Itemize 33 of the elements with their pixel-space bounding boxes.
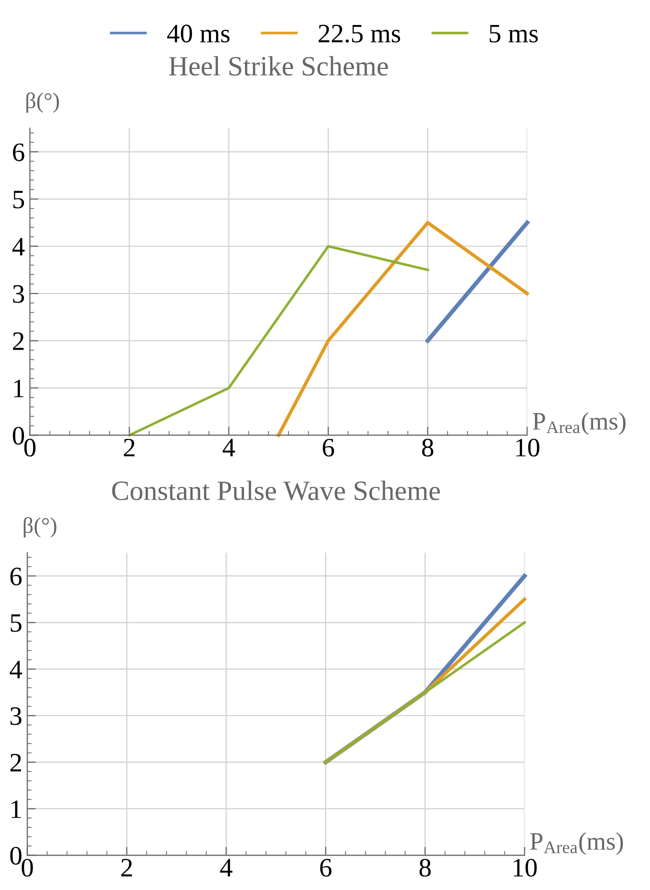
x-tick-label: 10: [516, 438, 540, 457]
y-axis-title: β(°): [26, 92, 59, 113]
x-tick-label: 2: [121, 858, 132, 876]
x-axis-title: P$_{Area}$(ms): [530, 832, 623, 855]
x-tick-label: 10: [514, 858, 537, 877]
x-tick-label: 4: [220, 859, 232, 876]
y-tick-label: 2: [13, 332, 24, 350]
x-tick-label: 8: [422, 438, 434, 457]
x-tick-label: 6: [320, 858, 332, 877]
y-tick-label: 3: [13, 285, 24, 303]
legend-label: 40 ms: [167, 24, 230, 42]
y-tick-label: 5: [13, 190, 24, 208]
chart-title: Heel Strike Scheme: [169, 56, 388, 76]
legend-label: 22.5 ms: [318, 24, 400, 43]
y-tick-label: 2: [10, 754, 21, 772]
y-tick-label: 0: [12, 426, 24, 445]
y-tick-label: 1: [12, 800, 21, 818]
y-tick-label: 4: [10, 660, 22, 678]
legend-label: 5 ms: [490, 24, 538, 42]
chart-title: Constant Pulse Wave Scheme: [112, 480, 440, 500]
x-tick-label: 2: [124, 438, 134, 456]
x-tick-label: 4: [222, 438, 235, 456]
y-tick-label: 1: [14, 380, 24, 398]
x-tick-label: 8: [420, 858, 431, 877]
y-tick-label: 4: [12, 238, 25, 256]
y-axis-title: β(°): [24, 517, 56, 538]
y-tick-label: 0: [10, 846, 22, 865]
y-tick-label: 6: [10, 568, 22, 586]
y-tick-label: 5: [10, 614, 22, 632]
y-tick-label: 3: [10, 707, 22, 726]
x-axis-title: P$_{Area}$(ms): [532, 412, 626, 435]
y-tick-label: 6: [12, 143, 24, 162]
x-tick-label: 6: [322, 438, 334, 457]
